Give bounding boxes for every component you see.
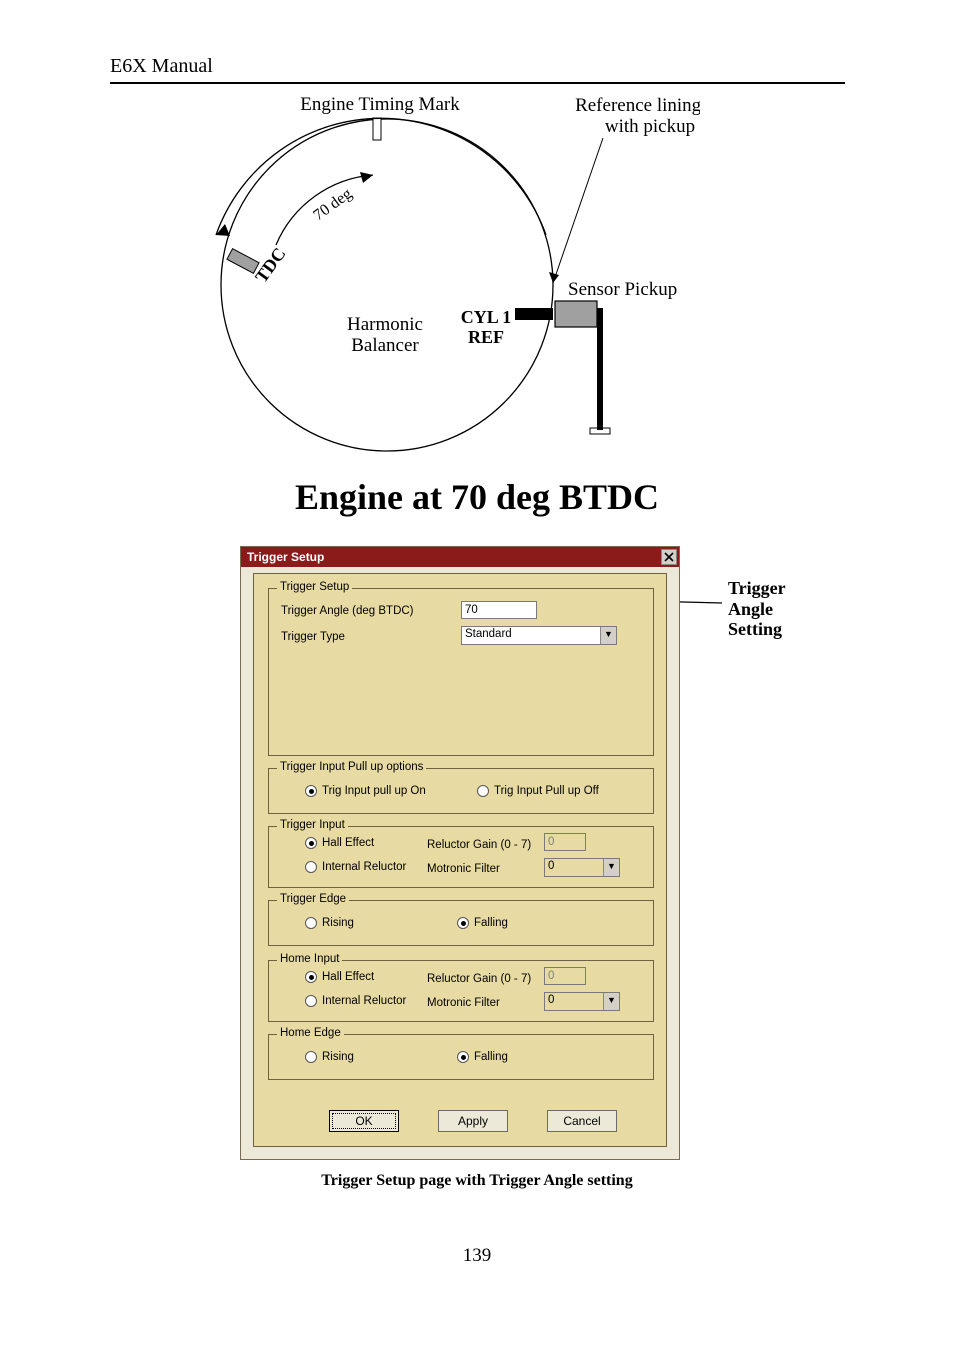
figure-title: Engine at 70 deg BTDC (0, 476, 954, 518)
trigger-setup-dialog: Trigger Setup Trigger Setup Trigger Angl… (240, 546, 680, 1160)
titlebar: Trigger Setup (241, 547, 679, 567)
label-home-gain: Reluctor Gain (0 - 7) (427, 973, 531, 985)
callout-line2: Angle (728, 599, 773, 619)
radio-home-hall-label: Hall Effect (322, 971, 374, 983)
radio-icon (477, 785, 489, 797)
apply-button[interactable]: Apply (438, 1110, 508, 1132)
input-trigger-angle[interactable]: 70 (461, 601, 537, 619)
close-button[interactable] (661, 549, 677, 565)
radio-trigger-hall[interactable]: Hall Effect (305, 837, 374, 849)
label-trigger-gain: Reluctor Gain (0 - 7) (427, 839, 531, 851)
label-home-filter: Motronic Filter (427, 997, 500, 1009)
radio-pullup-on[interactable]: Trig Input pull up On (305, 785, 426, 797)
group-trigger-setup-legend: Trigger Setup (277, 581, 352, 593)
radio-home-falling-label: Falling (474, 1051, 508, 1063)
diagram-label-tdc: TDC (251, 244, 290, 287)
group-home-edge-legend: Home Edge (277, 1027, 344, 1039)
group-trigger-setup: Trigger Setup Trigger Angle (deg BTDC) 7… (268, 588, 654, 756)
figure-caption: Trigger Setup page with Trigger Angle se… (0, 1172, 954, 1190)
diagram-label-70deg: 70 deg (310, 185, 355, 224)
diagram-label-harmonic1: Harmonic (347, 314, 423, 335)
dialog-body: Trigger Setup Trigger Angle (deg BTDC) 7… (253, 573, 667, 1147)
diagram-label-timing-mark: Engine Timing Mark (300, 94, 460, 115)
radio-home-hall[interactable]: Hall Effect (305, 971, 374, 983)
radio-icon (305, 971, 317, 983)
combo-home-filter-button: ▼ (603, 993, 619, 1010)
group-home-edge: Home Edge Rising Falling (268, 1034, 654, 1080)
combo-trigger-type-value: Standard (465, 628, 512, 640)
radio-trigger-falling[interactable]: Falling (457, 917, 508, 929)
diagram-label-harmonic2: Balancer (351, 335, 419, 356)
cancel-button[interactable]: Cancel (547, 1110, 617, 1132)
diagram-label-cyl1: CYL 1 (461, 307, 512, 327)
group-home-input-legend: Home Input (277, 953, 342, 965)
group-pullup-legend: Trigger Input Pull up options (277, 761, 426, 773)
diagram-label-reference2: with pickup (605, 116, 695, 137)
radio-icon (457, 1051, 469, 1063)
radio-icon (305, 785, 317, 797)
radio-pullup-off[interactable]: Trig Input Pull up Off (477, 785, 599, 797)
radio-trigger-rising[interactable]: Rising (305, 917, 354, 929)
combo-trigger-filter: 0 ▼ (544, 858, 620, 877)
radio-trigger-rising-label: Rising (322, 917, 354, 929)
radio-home-reluctor[interactable]: Internal Reluctor (305, 995, 406, 1007)
input-home-gain: 0 (544, 967, 586, 985)
group-trigger-edge: Trigger Edge Rising Falling (268, 900, 654, 946)
timing-diagram: Engine Timing Mark Reference lining up w… (190, 90, 700, 470)
combo-trigger-type-button[interactable]: ▼ (600, 627, 616, 644)
radio-pullup-on-label: Trig Input pull up On (322, 785, 426, 797)
diagram-label-sensor-pickup: Sensor Pickup (568, 279, 677, 300)
dialog-title: Trigger Setup (247, 550, 324, 564)
radio-trigger-hall-label: Hall Effect (322, 837, 374, 849)
combo-home-filter: 0 ▼ (544, 992, 620, 1011)
group-home-input: Home Input Hall Effect Internal Reluctor… (268, 960, 654, 1022)
header-rule (110, 82, 845, 84)
combo-trigger-filter-value: 0 (548, 860, 554, 872)
radio-home-rising[interactable]: Rising (305, 1051, 354, 1063)
callout-line1: Trigger (728, 578, 786, 598)
label-trigger-angle: Trigger Angle (deg BTDC) (281, 605, 414, 617)
callout-line3: Setting (728, 619, 782, 639)
ok-button[interactable]: OK (329, 1110, 399, 1132)
radio-home-falling[interactable]: Falling (457, 1051, 508, 1063)
document-header: E6X Manual (110, 55, 213, 78)
callout-text: Trigger Angle Setting (728, 578, 786, 640)
radio-icon (305, 837, 317, 849)
radio-icon (305, 917, 317, 929)
combo-home-filter-value: 0 (548, 994, 554, 1006)
radio-home-reluctor-label: Internal Reluctor (322, 995, 406, 1007)
group-trigger-edge-legend: Trigger Edge (277, 893, 349, 905)
radio-pullup-off-label: Trig Input Pull up Off (494, 785, 599, 797)
page-number: 139 (0, 1245, 954, 1267)
radio-icon (457, 917, 469, 929)
group-trigger-input-legend: Trigger Input (277, 819, 348, 831)
radio-icon (305, 861, 317, 873)
group-pullup: Trigger Input Pull up options Trig Input… (268, 768, 654, 814)
radio-trigger-reluctor-label: Internal Reluctor (322, 861, 406, 873)
combo-trigger-type[interactable]: Standard ▼ (461, 626, 617, 645)
radio-icon (305, 1051, 317, 1063)
radio-trigger-falling-label: Falling (474, 917, 508, 929)
label-trigger-type: Trigger Type (281, 631, 345, 643)
radio-home-rising-label: Rising (322, 1051, 354, 1063)
group-trigger-input: Trigger Input Hall Effect Internal Reluc… (268, 826, 654, 888)
radio-icon (305, 995, 317, 1007)
radio-trigger-reluctor[interactable]: Internal Reluctor (305, 861, 406, 873)
diagram-label-ref: REF (468, 327, 504, 347)
input-trigger-gain: 0 (544, 833, 586, 851)
label-trigger-filter: Motronic Filter (427, 863, 500, 875)
combo-trigger-filter-button: ▼ (603, 859, 619, 876)
diagram-label-reference1: Reference lining up (575, 95, 700, 116)
